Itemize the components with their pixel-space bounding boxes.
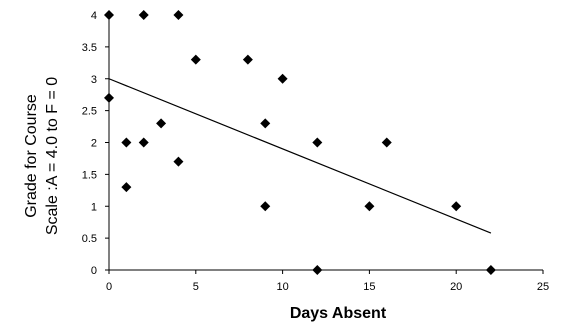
axes <box>108 15 543 271</box>
y-tick-label: 1 <box>91 201 97 213</box>
data-point <box>381 137 392 148</box>
data-point <box>173 156 184 167</box>
y-tick-label: 0 <box>91 265 97 277</box>
data-point <box>190 54 201 65</box>
data-point <box>173 10 184 20</box>
data-point <box>242 54 253 65</box>
y-axis-title: Grade for Course Scale :A = 4.0 to F = 0 <box>23 77 61 235</box>
data-point <box>121 137 132 148</box>
trendline-group <box>108 78 492 234</box>
data-point <box>156 118 167 129</box>
data-point <box>312 265 323 275</box>
y-tick-label: 4 <box>91 10 97 22</box>
data-point <box>138 10 149 20</box>
x-tick-label: 20 <box>450 281 462 293</box>
x-axis-title: Days Absent <box>290 305 387 322</box>
y-tick-label: 2 <box>91 138 97 150</box>
x-tick-label: 10 <box>276 281 288 293</box>
data-point <box>121 182 132 193</box>
data-point <box>312 137 323 148</box>
data-point <box>104 10 114 20</box>
ticks: 0 0.5 1 1.5 2 2.5 3 3.5 4 0 5 10 15 20 25 <box>82 10 549 293</box>
y-tick-label: 3.5 <box>82 42 97 54</box>
x-tick-label: 5 <box>193 281 199 293</box>
y-tick-label: 1.5 <box>82 169 97 181</box>
y-axis-title-line-1: Grade for Course <box>23 94 40 218</box>
y-tick-label: 0.5 <box>82 233 97 245</box>
y-tick-label: 2.5 <box>82 106 97 118</box>
data-points <box>104 10 496 275</box>
x-tick-label: 15 <box>363 281 375 293</box>
data-point <box>485 265 496 275</box>
x-tick-label: 25 <box>537 281 549 293</box>
data-point <box>104 92 114 103</box>
trendline <box>108 78 492 234</box>
data-point <box>260 201 271 212</box>
data-point <box>138 137 149 148</box>
data-point <box>260 118 271 129</box>
data-point <box>364 201 375 212</box>
data-point <box>277 73 288 84</box>
y-tick-label: 3 <box>91 74 97 86</box>
data-point <box>451 201 462 212</box>
x-tick-label: 0 <box>106 281 112 293</box>
y-axis-title-line-2: Scale :A = 4.0 to F = 0 <box>44 77 61 235</box>
